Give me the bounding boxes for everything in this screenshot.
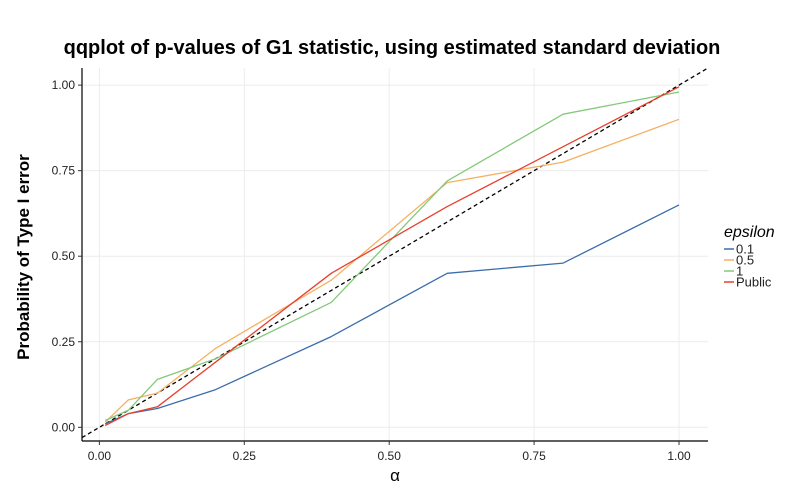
grid xyxy=(82,68,708,441)
x-axis-ticks: 0.00 0.25 0.50 0.75 1.00 xyxy=(88,441,691,463)
series-line-0-5 xyxy=(104,118,680,423)
series-line-public xyxy=(104,86,680,427)
y-axis-ticks: 0.00 0.25 0.50 0.75 1.00 xyxy=(52,78,82,434)
legend-label: 0.1 xyxy=(736,242,754,257)
reference-line-layer xyxy=(81,67,709,439)
legend-label: 0.5 xyxy=(736,253,754,268)
y-tick-label: 0.75 xyxy=(52,164,76,178)
y-axis-title: Probability of Type I error xyxy=(14,154,33,360)
legend-title: epsilon xyxy=(724,224,775,241)
x-axis-title: α xyxy=(390,466,400,485)
chart-title: qqplot of p-values of G1 statistic, usin… xyxy=(64,37,721,59)
axes xyxy=(81,68,708,442)
reference-line xyxy=(81,67,709,439)
x-tick-label: 0.50 xyxy=(378,449,402,463)
legend-label: Public xyxy=(736,275,772,290)
y-tick-label: 0.25 xyxy=(52,335,76,349)
series-layer xyxy=(104,86,680,427)
x-tick-label: 0.25 xyxy=(233,449,257,463)
x-tick-label: 1.00 xyxy=(667,449,691,463)
y-tick-label: 0.00 xyxy=(52,420,76,434)
y-tick-label: 0.50 xyxy=(52,249,76,263)
legend-label: 1 xyxy=(736,264,743,279)
x-tick-label: 0.00 xyxy=(88,449,112,463)
y-tick-label: 1.00 xyxy=(52,78,76,92)
series-line-1 xyxy=(104,91,680,422)
x-tick-label: 0.75 xyxy=(522,449,546,463)
